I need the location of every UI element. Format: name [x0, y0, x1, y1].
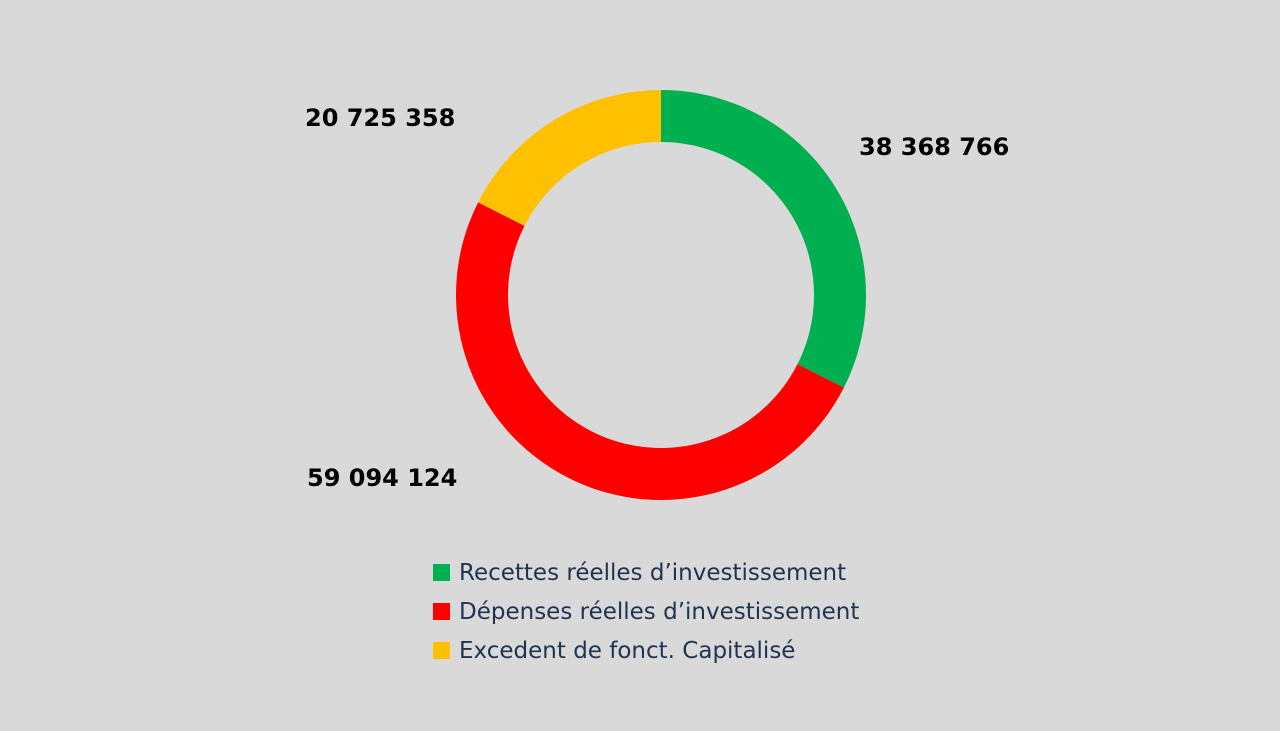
legend-swatch-depenses — [433, 603, 450, 620]
data-label-recettes: 38 368 766 — [859, 133, 1010, 161]
legend-label-depenses: Dépenses réelles d’investissement — [459, 598, 860, 625]
slice-depenses — [456, 202, 844, 500]
legend-item-excedent: Excedent de fonct. Capitalisé — [433, 631, 859, 670]
slice-excedent — [478, 90, 661, 226]
data-label-depenses: 59 094 124 — [307, 464, 458, 492]
legend-label-recettes: Recettes réelles d’investissement — [459, 559, 847, 586]
legend-item-depenses: Dépenses réelles d’investissement — [433, 592, 859, 631]
legend: Recettes réelles d’investissement Dépens… — [433, 553, 859, 670]
legend-swatch-excedent — [433, 642, 450, 659]
slice-recettes — [661, 90, 867, 388]
legend-swatch-recettes — [433, 564, 450, 581]
data-label-excedent: 20 725 358 — [305, 104, 456, 132]
legend-item-recettes: Recettes réelles d’investissement — [433, 553, 859, 592]
legend-label-excedent: Excedent de fonct. Capitalisé — [459, 637, 796, 664]
